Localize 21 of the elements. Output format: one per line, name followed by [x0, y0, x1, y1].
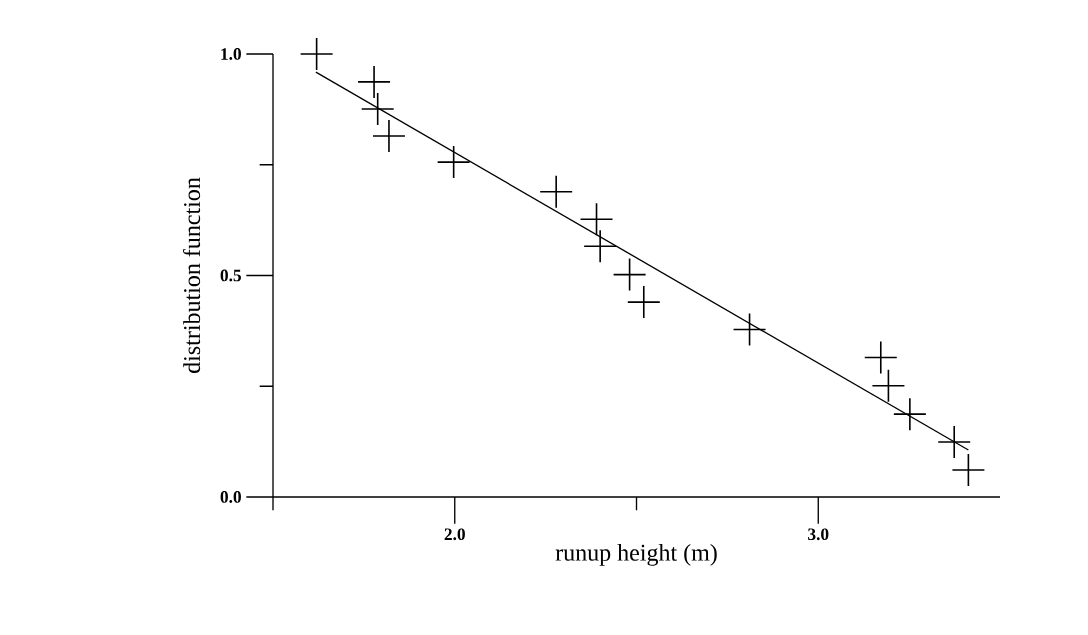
- point: [361, 92, 394, 125]
- point: [893, 398, 926, 431]
- x-tick-label: 3.0: [808, 528, 829, 541]
- point: [872, 369, 905, 402]
- point: [627, 286, 660, 319]
- x-axis-title: runup height (m): [555, 543, 717, 566]
- point: [938, 426, 971, 459]
- point: [540, 175, 573, 208]
- point: [584, 230, 617, 263]
- point: [358, 65, 391, 98]
- point: [437, 146, 470, 179]
- y-tick-label: 1.0: [221, 48, 241, 60]
- x-tick-label: 2.0: [444, 528, 465, 541]
- point: [300, 37, 333, 70]
- y-axis-title: distribution function: [183, 177, 201, 373]
- point: [864, 341, 897, 374]
- y-tick-label: 0.0: [220, 491, 241, 503]
- point: [952, 453, 985, 486]
- point: [372, 119, 405, 152]
- y-tick-label: 0.5: [220, 269, 241, 282]
- point: [580, 203, 613, 236]
